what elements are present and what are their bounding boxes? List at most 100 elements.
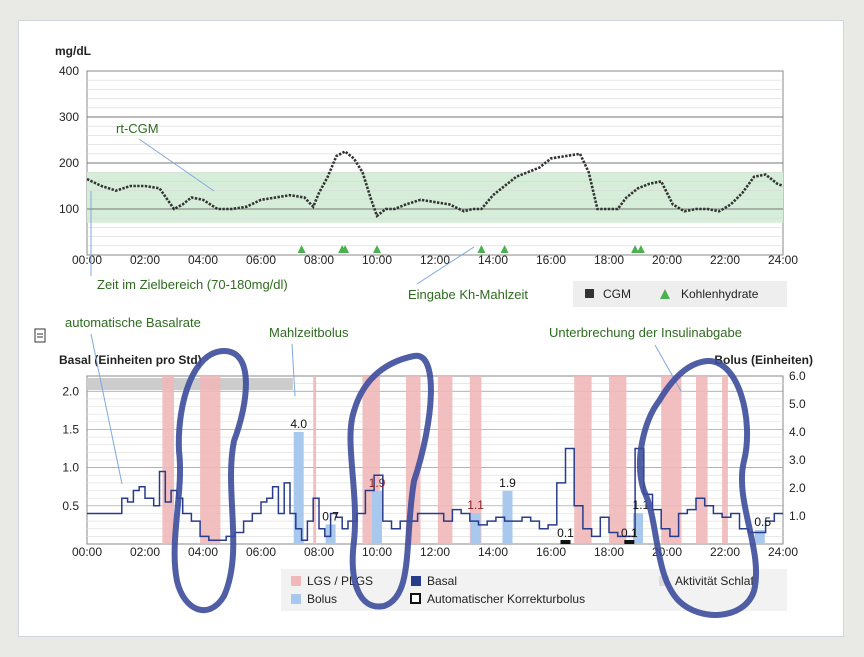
bolus-bar	[470, 513, 481, 544]
annotation-arrow	[90, 333, 123, 485]
bolus-y-tick-label: 6.0	[789, 369, 806, 383]
legend-background	[573, 281, 787, 307]
lgs-suspend-band	[661, 376, 682, 544]
glucose-x-tick-label: 06:00	[246, 253, 276, 267]
highlight-circle	[347, 352, 434, 610]
glucose-x-tick-label: 00:00	[72, 253, 102, 267]
glucose-x-tick-label: 18:00	[594, 253, 624, 267]
bolus-data-label: 0.5	[754, 515, 771, 529]
annotation-suspend: Unterbrechung der Insulinabgabe	[549, 325, 742, 340]
glucose-y-tick-label: 300	[59, 110, 79, 124]
carb-marker	[373, 245, 381, 253]
glucose-y-tick-label: 400	[59, 64, 79, 78]
bolus-bar	[633, 513, 643, 544]
lgs-suspend-band	[313, 376, 317, 544]
bolus-data-label: 1.1	[467, 498, 484, 512]
bolus-bar	[293, 432, 304, 544]
glucose-y-axis-title: mg/dL	[55, 44, 91, 58]
carb-marker	[297, 245, 306, 253]
lgs-suspend-band	[609, 376, 627, 544]
insulin-x-tick-label: 06:00	[246, 545, 276, 559]
basal-y-tick-label: 2.0	[62, 384, 79, 398]
lgs-suspend-band	[696, 376, 708, 544]
carb-marker	[341, 245, 350, 253]
annotation-target-range: Zeit im Zielbereich (70-180mg/dl)	[97, 277, 288, 292]
bolus-data-label: 0.7	[322, 509, 339, 523]
legend-swatch-cgm	[585, 289, 594, 298]
glucose-legend: CGM Kohlenhydrate	[573, 281, 787, 307]
legend-label-bolus: Bolus	[307, 592, 337, 606]
annotation-arrow	[138, 138, 215, 192]
legend-swatch-carbs	[660, 289, 670, 299]
glucose-x-tick-label: 08:00	[304, 253, 334, 267]
glucose-x-tick-label: 14:00	[478, 253, 508, 267]
legend-swatch-basal	[411, 576, 421, 586]
glucose-x-tick-label: 20:00	[652, 253, 682, 267]
legend-label-carbs: Kohlenhydrate	[681, 287, 759, 301]
bolus-y-tick-label: 2.0	[789, 481, 806, 495]
bolus-data-label: 0.1	[557, 526, 574, 540]
auto-correction-marker	[560, 540, 571, 544]
glucose-y-tick-label: 100	[59, 202, 79, 216]
insulin-x-tick-label: 16:00	[536, 545, 566, 559]
bolus-data-label: 0.1	[621, 526, 638, 540]
lgs-suspend-band	[469, 376, 482, 544]
bolus-bar	[372, 490, 382, 544]
highlight-circle	[171, 348, 249, 614]
annotation-carb-entry: Eingabe Kh-Mahlzeit	[408, 287, 528, 302]
bolus-bar	[502, 490, 513, 544]
glucose-x-tick-label: 02:00	[130, 253, 160, 267]
bolus-y-tick-label: 3.0	[789, 453, 806, 467]
insulin-x-tick-label: 00:00	[72, 545, 102, 559]
auto-correction-marker	[624, 540, 635, 544]
highlight-circle	[636, 357, 760, 618]
carb-marker	[477, 245, 486, 253]
document-icon	[34, 328, 46, 343]
lgs-suspend-band	[722, 376, 728, 544]
insulin-x-tick-label: 14:00	[478, 545, 508, 559]
glucose-x-tick-label: 16:00	[536, 253, 566, 267]
annotation-arrow	[416, 246, 475, 285]
glucose-x-tick-label: 12:00	[420, 253, 450, 267]
target-range-band	[87, 172, 783, 223]
annotation-meal-bolus: Mahlzeitbolus	[269, 325, 349, 340]
bolus-data-label: 4.0	[290, 417, 307, 431]
insulin-x-tick-label: 18:00	[594, 545, 624, 559]
insulin-x-tick-label: 22:00	[710, 545, 740, 559]
bolus-axis-title: Bolus (Einheiten)	[714, 353, 813, 367]
legend-label-sleep: Aktivität Schlaf	[675, 574, 754, 588]
lgs-suspend-band	[574, 376, 592, 544]
bolus-data-label: 1.9	[499, 476, 516, 490]
carb-marker	[636, 245, 645, 253]
carb-marker	[500, 245, 509, 253]
annotation-arrow	[654, 344, 682, 392]
glucose-y-tick-label: 200	[59, 156, 79, 170]
annotation-rt-cgm: rt-CGM	[116, 121, 159, 136]
insulin-x-tick-label: 08:00	[304, 545, 334, 559]
glucose-x-tick-label: 24:00	[768, 253, 798, 267]
glucose-x-tick-label: 04:00	[188, 253, 218, 267]
legend-label-autocorr: Automatischer Korrekturbolus	[427, 592, 585, 606]
annotation-arrow	[291, 343, 296, 397]
insulin-x-tick-label: 02:00	[130, 545, 160, 559]
lgs-suspend-band	[200, 376, 221, 544]
legend-label-cgm: CGM	[603, 287, 631, 301]
basal-axis-title: Basal (Einheiten pro Std)	[59, 353, 202, 367]
highlight-circles	[171, 348, 760, 618]
insulin-x-tick-label: 10:00	[362, 545, 392, 559]
legend-swatch-lgs	[291, 576, 301, 586]
bolus-data-label: 1.9	[369, 476, 386, 490]
cgm-series-line	[86, 149, 784, 219]
legend-label-basal: Basal	[427, 574, 457, 588]
bolus-y-tick-label: 1.0	[789, 509, 806, 523]
basal-series-line	[87, 447, 783, 541]
lgs-suspend-band	[162, 376, 174, 544]
insulin-x-tick-label: 04:00	[188, 545, 218, 559]
lgs-suspend-band	[437, 376, 453, 544]
basal-y-tick-label: 1.0	[62, 461, 79, 475]
basal-y-tick-label: 1.5	[62, 422, 79, 436]
bolus-bar	[754, 530, 765, 544]
basal-y-tick-label: 0.5	[62, 499, 79, 513]
bolus-y-tick-label: 5.0	[789, 397, 806, 411]
